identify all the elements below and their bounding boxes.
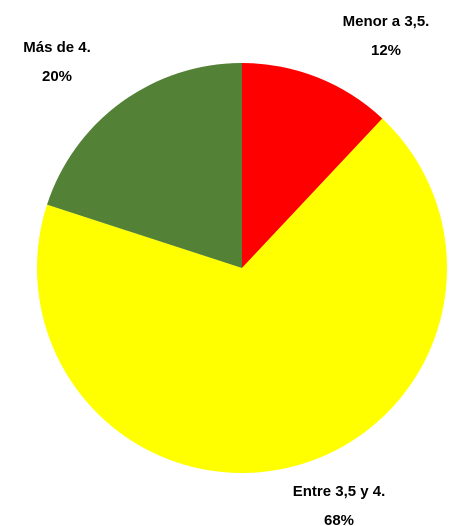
slice-label: Entre 3,5 y 4. xyxy=(293,483,386,500)
pie-slice xyxy=(47,63,242,268)
slice-value-label: 68% xyxy=(324,512,354,526)
slice-label: Más de 4. xyxy=(23,39,91,56)
slice-label: Menor a 3,5. xyxy=(343,13,430,30)
slice-value-label: 20% xyxy=(42,68,72,85)
pie-slice xyxy=(36,118,447,473)
pie-slice xyxy=(242,63,383,268)
slice-value-label: 12% xyxy=(371,42,401,59)
